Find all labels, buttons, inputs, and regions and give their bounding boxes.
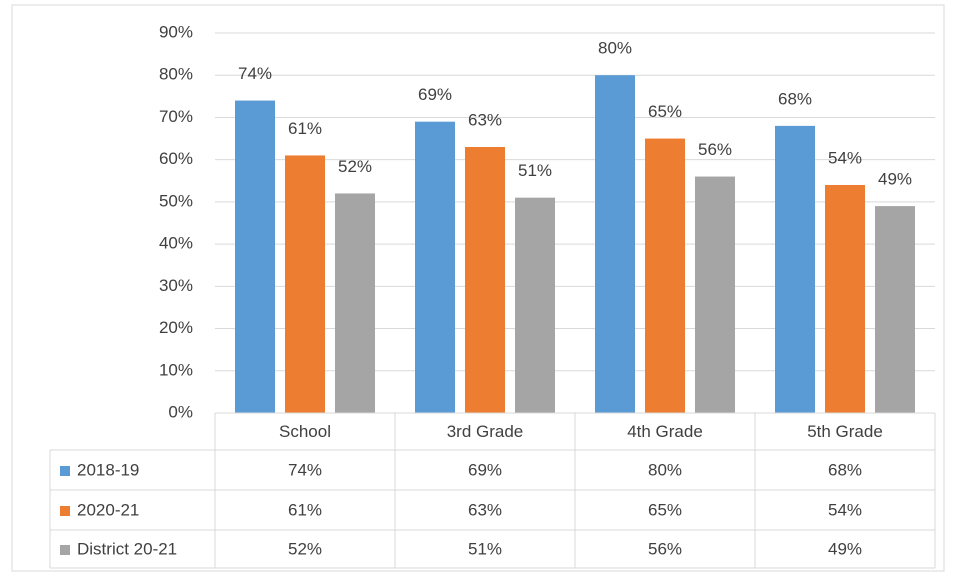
table-cell: 80% [648,460,682,479]
x-tick-label: 5th Grade [807,422,883,441]
table-cell: 49% [828,539,862,558]
bar [515,197,555,413]
y-tick-label: 90% [159,22,193,41]
table-cell: 68% [828,460,862,479]
table-cell: 51% [468,539,502,558]
bar [465,147,505,413]
data-label: 61% [288,119,322,138]
y-tick-label: 70% [159,107,193,126]
table-cell: 56% [648,539,682,558]
bar [415,121,455,414]
legend-swatch [60,506,70,516]
x-tick-label: 4th Grade [627,422,703,441]
legend-swatch [60,466,70,476]
data-label: 49% [878,170,912,189]
table-cell: 52% [288,539,322,558]
bar [645,138,685,414]
table-cell: 63% [468,500,502,519]
data-label: 54% [828,148,862,167]
bar [335,193,375,413]
legend-label: 2020-21 [77,500,139,519]
y-tick-label: 80% [159,65,193,84]
data-label: 52% [338,157,372,176]
data-label: 56% [698,140,732,159]
y-tick-label: 10% [159,360,193,379]
bar [875,206,915,413]
y-tick-label: 40% [159,234,193,253]
y-tick-label: 50% [159,191,193,210]
table-cell: 61% [288,500,322,519]
y-tick-label: 30% [159,276,193,295]
bar [285,155,325,413]
x-tick-label: 3rd Grade [447,422,524,441]
data-label: 65% [648,102,682,121]
table-cell: 74% [288,460,322,479]
bar [695,176,735,413]
table-cell: 65% [648,500,682,519]
data-label: 51% [518,161,552,180]
data-label: 80% [598,39,632,58]
data-label: 74% [238,64,272,83]
bar [825,185,865,413]
table-cell: 54% [828,500,862,519]
bar [775,125,815,413]
bar [235,100,275,414]
data-label: 69% [418,85,452,104]
data-label: 63% [468,110,502,129]
legend-label: 2018-19 [77,460,139,479]
data-label: 68% [778,89,812,108]
table-cell: 69% [468,460,502,479]
legend-swatch [60,545,70,555]
bar [595,75,635,413]
y-tick-label: 0% [168,402,193,421]
legend-label: District 20-21 [77,539,177,558]
y-tick-label: 60% [159,149,193,168]
y-tick-label: 20% [159,318,193,337]
x-tick-label: School [279,422,331,441]
